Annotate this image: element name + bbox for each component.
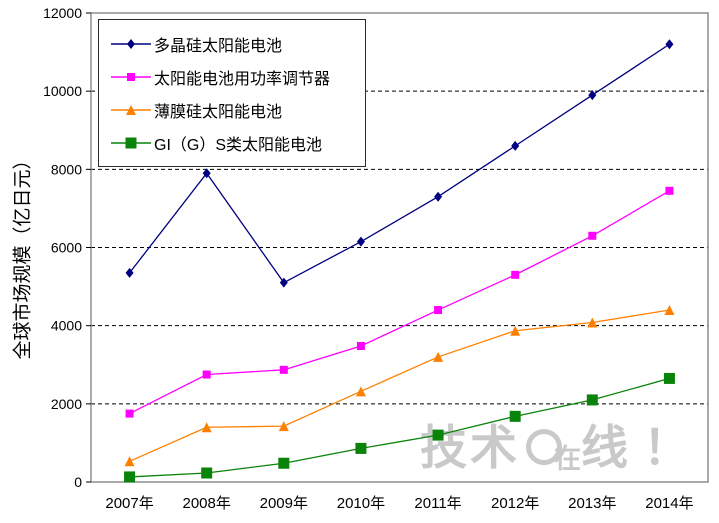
data-point: [278, 457, 290, 469]
legend-item: 太阳能电池用功率调节器: [111, 60, 359, 93]
x-tick-label: 2010年: [337, 495, 385, 512]
y-tick-label: 2000: [51, 396, 82, 412]
data-point: [511, 270, 520, 279]
data-point: [663, 372, 675, 384]
watermark-text: 线: [581, 421, 631, 474]
data-point: [434, 306, 443, 315]
data-point: [509, 410, 521, 422]
square-marker: [127, 72, 135, 81]
data-point: [586, 394, 598, 406]
legend-label: 太阳能电池用功率调节器: [154, 70, 331, 88]
x-tick-label: 2012年: [491, 495, 539, 512]
data-point: [279, 365, 288, 374]
y-axis-title: 全球市场规模（亿日元）: [12, 150, 34, 360]
y-tick-label: 0: [74, 474, 82, 490]
data-point: [124, 456, 135, 467]
data-point: [355, 442, 367, 454]
series-line-0: [129, 43, 670, 284]
data-point: [278, 421, 289, 432]
square-marker-icon: [111, 137, 151, 148]
data-point: [510, 325, 521, 336]
data-point: [355, 386, 366, 397]
x-tick-label: 2009年: [260, 495, 308, 512]
legend-label: 多晶硅太阳能电池: [154, 37, 283, 55]
data-point: [588, 90, 597, 101]
data-point: [664, 305, 675, 316]
legend: 多晶硅太阳能电池太阳能电池用功率调节器 薄膜硅太阳能电池 GI（G）S类太阳能电池: [98, 19, 366, 167]
x-tick-label: 2007年: [105, 495, 153, 512]
y-tick-label: 4000: [51, 318, 82, 334]
data-point: [356, 236, 365, 247]
watermark-text: 在: [554, 444, 581, 474]
data-point: [588, 231, 597, 240]
data-point: [665, 39, 674, 50]
data-point: [665, 186, 674, 195]
x-tick-label: 2008年: [183, 495, 231, 512]
data-point: [202, 370, 211, 379]
legend-label: GI（G）S类太阳能电池: [154, 136, 323, 154]
data-point: [433, 351, 444, 362]
data-point: [279, 277, 288, 288]
triangle-marker: [126, 104, 136, 115]
series-line-3: [129, 377, 670, 478]
x-tick-label: 2011年: [414, 495, 461, 512]
data-point: [587, 317, 598, 328]
data-point: [432, 429, 444, 441]
x-tick-label: 2014年: [645, 495, 693, 512]
x-tick-label: 2013年: [568, 495, 616, 512]
data-point: [201, 467, 213, 479]
square-marker-icon: [111, 72, 151, 81]
data-point: [356, 341, 365, 350]
watermark-ring-icon: [526, 429, 562, 465]
watermark: 技术 在 线 ！: [420, 424, 690, 473]
triangle-marker-icon: [111, 104, 151, 115]
data-point: [124, 471, 136, 483]
legend-item: 薄膜硅太阳能电池: [111, 93, 359, 126]
series-line-1: [129, 190, 670, 415]
square-marker: [125, 137, 137, 148]
series-line-2: [129, 309, 670, 462]
legend-item: GI（G）S类太阳能电池: [111, 126, 359, 159]
data-point: [201, 422, 212, 433]
diamond-marker: [127, 38, 135, 49]
legend-item: 多晶硅太阳能电池: [111, 27, 359, 60]
y-tick-label: 10000: [43, 83, 82, 99]
legend-label: 薄膜硅太阳能电池: [154, 103, 283, 121]
y-tick-label: 12000: [43, 5, 82, 21]
data-point: [125, 267, 134, 278]
data-point: [511, 140, 520, 151]
data-point: [202, 168, 211, 179]
y-tick-label: 8000: [51, 161, 82, 177]
watermark-text: ！: [643, 421, 690, 474]
y-tick-label: 6000: [51, 240, 82, 256]
data-point: [434, 191, 443, 202]
diamond-marker-icon: [111, 38, 151, 49]
data-point: [125, 409, 134, 418]
